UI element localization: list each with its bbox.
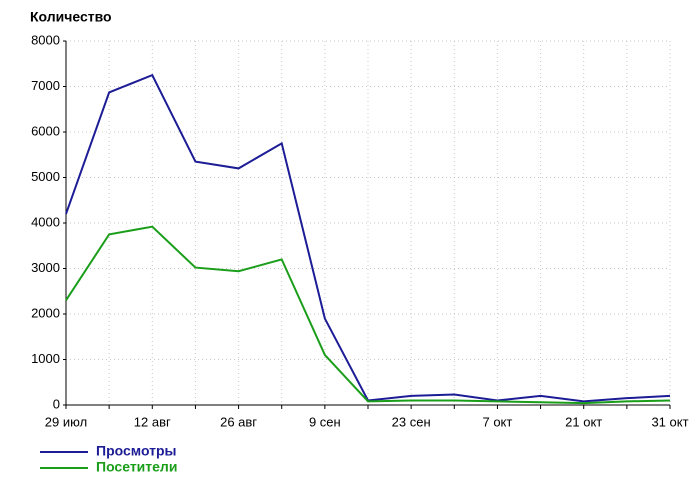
- y-tick-label: 7000: [31, 78, 60, 93]
- x-tick-label: 7 окт: [482, 414, 512, 429]
- y-tick-label: 1000: [31, 351, 60, 366]
- y-tick-label: 6000: [31, 123, 60, 138]
- x-tick-label: 21 окт: [565, 414, 602, 429]
- series-line: [65, 225, 671, 405]
- x-tick-label: 23 сен: [392, 414, 431, 429]
- x-tick-label: 31 окт: [651, 414, 688, 429]
- chart-title: Количество: [30, 9, 112, 25]
- x-tick-label: 9 сен: [309, 414, 341, 429]
- legend-label: Просмотры: [96, 443, 177, 459]
- y-tick-label: 2000: [31, 305, 60, 320]
- y-tick-label: 0: [53, 396, 60, 411]
- x-tick-label: 29 июл: [45, 414, 87, 429]
- series-line: [65, 73, 671, 403]
- y-tick-label: 5000: [31, 169, 60, 184]
- x-tick-label: 26 авг: [220, 414, 257, 429]
- y-tick-label: 3000: [31, 260, 60, 275]
- y-tick-label: 8000: [31, 32, 60, 47]
- x-tick-label: 12 авг: [134, 414, 171, 429]
- y-tick-label: 4000: [31, 214, 60, 229]
- legend-label: Посетители: [96, 459, 177, 475]
